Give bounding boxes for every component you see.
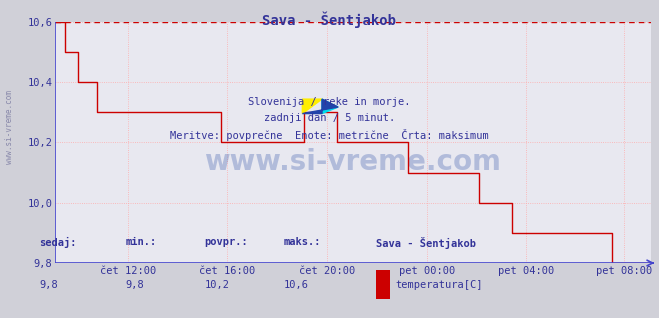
Text: www.si-vreme.com: www.si-vreme.com [204, 148, 501, 176]
Text: 10,6: 10,6 [283, 280, 308, 290]
Text: temperatura[C]: temperatura[C] [395, 280, 483, 290]
Text: Meritve: povprečne  Enote: metrične  Črta: maksimum: Meritve: povprečne Enote: metrične Črta:… [170, 129, 489, 141]
Text: zadnji dan / 5 minut.: zadnji dan / 5 minut. [264, 113, 395, 123]
Polygon shape [302, 99, 322, 114]
Text: 10,2: 10,2 [204, 280, 229, 290]
Text: sedaj:: sedaj: [40, 237, 77, 248]
Text: 9,8: 9,8 [125, 280, 144, 290]
Text: Slovenija / reke in morje.: Slovenija / reke in morje. [248, 97, 411, 107]
Text: www.si-vreme.com: www.si-vreme.com [5, 90, 14, 164]
Text: 9,8: 9,8 [40, 280, 58, 290]
Polygon shape [302, 99, 338, 114]
Text: Sava - Šentjakob: Sava - Šentjakob [376, 237, 476, 249]
Text: min.:: min.: [125, 237, 156, 247]
Text: Sava - Šentjakob: Sava - Šentjakob [262, 11, 397, 28]
Text: povpr.:: povpr.: [204, 237, 248, 247]
Polygon shape [322, 99, 338, 114]
Text: maks.:: maks.: [283, 237, 321, 247]
